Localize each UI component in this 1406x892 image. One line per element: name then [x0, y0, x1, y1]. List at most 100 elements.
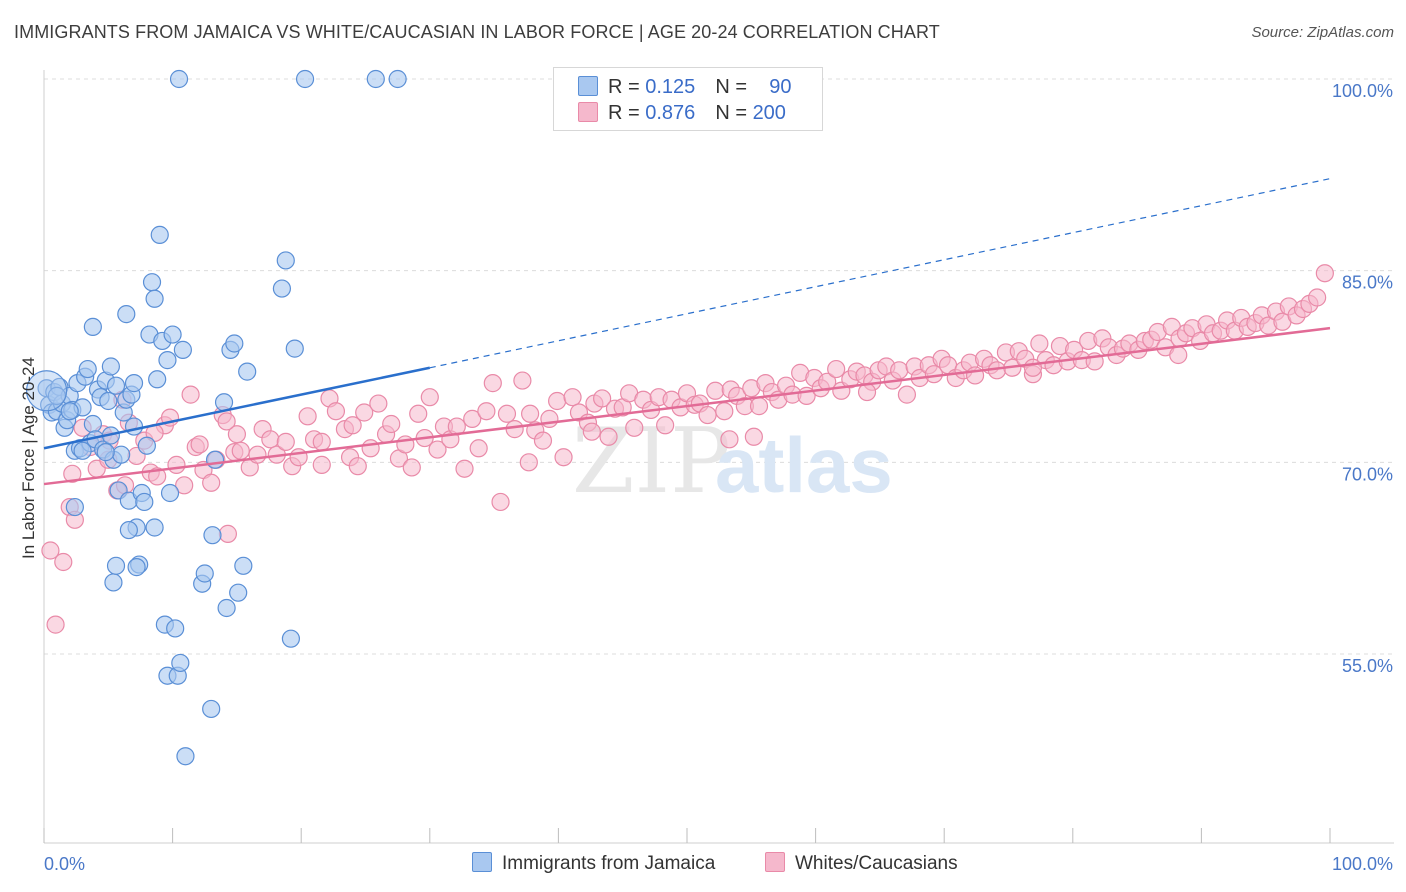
- point-jamaica: [142, 273, 162, 292]
- point-jamaica: [205, 450, 225, 469]
- legend-swatch-blue: [578, 76, 598, 96]
- point-jamaica: [272, 279, 292, 298]
- point-jamaica: [124, 417, 144, 436]
- x-tick-label: 100.0%: [1332, 854, 1393, 874]
- point-jamaica: [148, 370, 167, 389]
- point-whites: [749, 397, 769, 416]
- watermark-atlas: atlas: [715, 421, 893, 509]
- point-whites: [599, 427, 618, 446]
- point-whites: [897, 385, 917, 404]
- bottom-legend-label-jamaica: Immigrants from Jamaica: [502, 853, 716, 874]
- point-whites: [1315, 264, 1334, 283]
- point-jamaica: [117, 305, 136, 324]
- point-jamaica: [96, 443, 115, 462]
- point-whites: [312, 432, 331, 451]
- bottom-legend-jamaica: Immigrants from Jamaica: [472, 852, 715, 875]
- point-whites: [167, 455, 186, 474]
- point-whites: [382, 414, 401, 434]
- legend-r-label: R =: [608, 76, 640, 98]
- point-whites: [540, 409, 559, 428]
- point-whites: [533, 431, 553, 450]
- point-whites: [217, 412, 236, 431]
- legend-stats: R = 0.125 N = 90 R = 0.876 N = 200: [553, 67, 823, 131]
- point-jamaica: [176, 747, 195, 766]
- point-whites: [312, 455, 331, 474]
- point-jamaica: [202, 699, 221, 719]
- watermark: ZIP atlas: [572, 409, 893, 514]
- point-whites: [348, 457, 367, 476]
- point-jamaica: [78, 359, 97, 379]
- point-whites: [148, 467, 167, 486]
- point-whites: [483, 374, 502, 393]
- point-jamaica: [160, 483, 180, 503]
- legend-n-value-jamaica: 90: [769, 76, 792, 98]
- point-whites: [505, 420, 524, 439]
- point-whites: [326, 402, 346, 421]
- point-whites: [202, 473, 221, 492]
- point-whites: [402, 458, 421, 477]
- point-whites: [497, 404, 517, 423]
- point-jamaica: [127, 558, 146, 577]
- point-whites: [231, 441, 250, 460]
- point-whites: [369, 394, 388, 413]
- point-whites: [46, 615, 65, 634]
- point-jamaica: [203, 526, 222, 545]
- legend-r-label: R =: [608, 102, 640, 124]
- point-jamaica: [388, 69, 407, 89]
- point-whites: [428, 440, 447, 459]
- legend-n-value-whites: 200: [752, 102, 786, 124]
- point-whites: [720, 430, 739, 449]
- point-whites: [455, 459, 474, 478]
- point-whites: [744, 427, 763, 446]
- point-whites: [409, 404, 428, 423]
- legend-n-label: N =: [715, 76, 747, 98]
- legend-r-value-whites: 0.876: [645, 102, 696, 124]
- point-jamaica: [276, 251, 295, 270]
- point-jamaica: [99, 391, 118, 411]
- point-jamaica: [106, 376, 126, 395]
- point-whites: [563, 388, 582, 407]
- point-jamaica: [145, 289, 164, 308]
- point-whites: [41, 541, 60, 560]
- y-tick-label: 55.0%: [1342, 656, 1393, 676]
- point-whites: [698, 405, 717, 425]
- point-whites: [63, 464, 82, 483]
- point-whites: [625, 418, 644, 437]
- point-whites: [519, 453, 538, 472]
- legend-n-label: N =: [715, 102, 747, 124]
- point-jamaica: [65, 497, 84, 517]
- point-whites: [190, 435, 209, 454]
- point-jamaica: [145, 518, 164, 537]
- point-whites: [463, 409, 482, 428]
- point-whites: [1308, 288, 1327, 307]
- point-whites: [554, 448, 573, 467]
- point-whites: [548, 391, 567, 411]
- trend-lines: [43, 178, 1331, 486]
- point-whites: [890, 361, 909, 380]
- point-jamaica: [285, 339, 304, 358]
- legend-row-jamaica: R = 0.125 N = 90: [578, 76, 791, 102]
- point-whites: [715, 402, 734, 421]
- point-jamaica: [229, 583, 248, 602]
- point-jamaica: [83, 414, 102, 434]
- point-whites: [420, 388, 439, 407]
- point-whites: [54, 552, 73, 572]
- point-jamaica: [171, 653, 190, 673]
- y-tick-label: 100.0%: [1332, 81, 1393, 101]
- point-jamaica: [234, 556, 253, 575]
- bottom-legend-whites: Whites/Caucasians: [765, 852, 958, 875]
- x-tick-label: 0.0%: [44, 854, 85, 874]
- series-jamaica-points: [25, 69, 407, 766]
- point-whites: [181, 385, 200, 404]
- point-whites: [1169, 345, 1188, 365]
- point-jamaica: [238, 362, 257, 381]
- point-jamaica: [217, 598, 236, 618]
- y-axis-label: In Labor Force | Age 20-24: [19, 357, 38, 559]
- source-label: Source: ZipAtlas.com: [1251, 24, 1394, 41]
- point-whites: [477, 402, 496, 421]
- point-jamaica: [158, 351, 177, 370]
- point-whites: [706, 381, 725, 400]
- point-jamaica-cluster: [25, 370, 68, 412]
- point-whites: [469, 439, 488, 458]
